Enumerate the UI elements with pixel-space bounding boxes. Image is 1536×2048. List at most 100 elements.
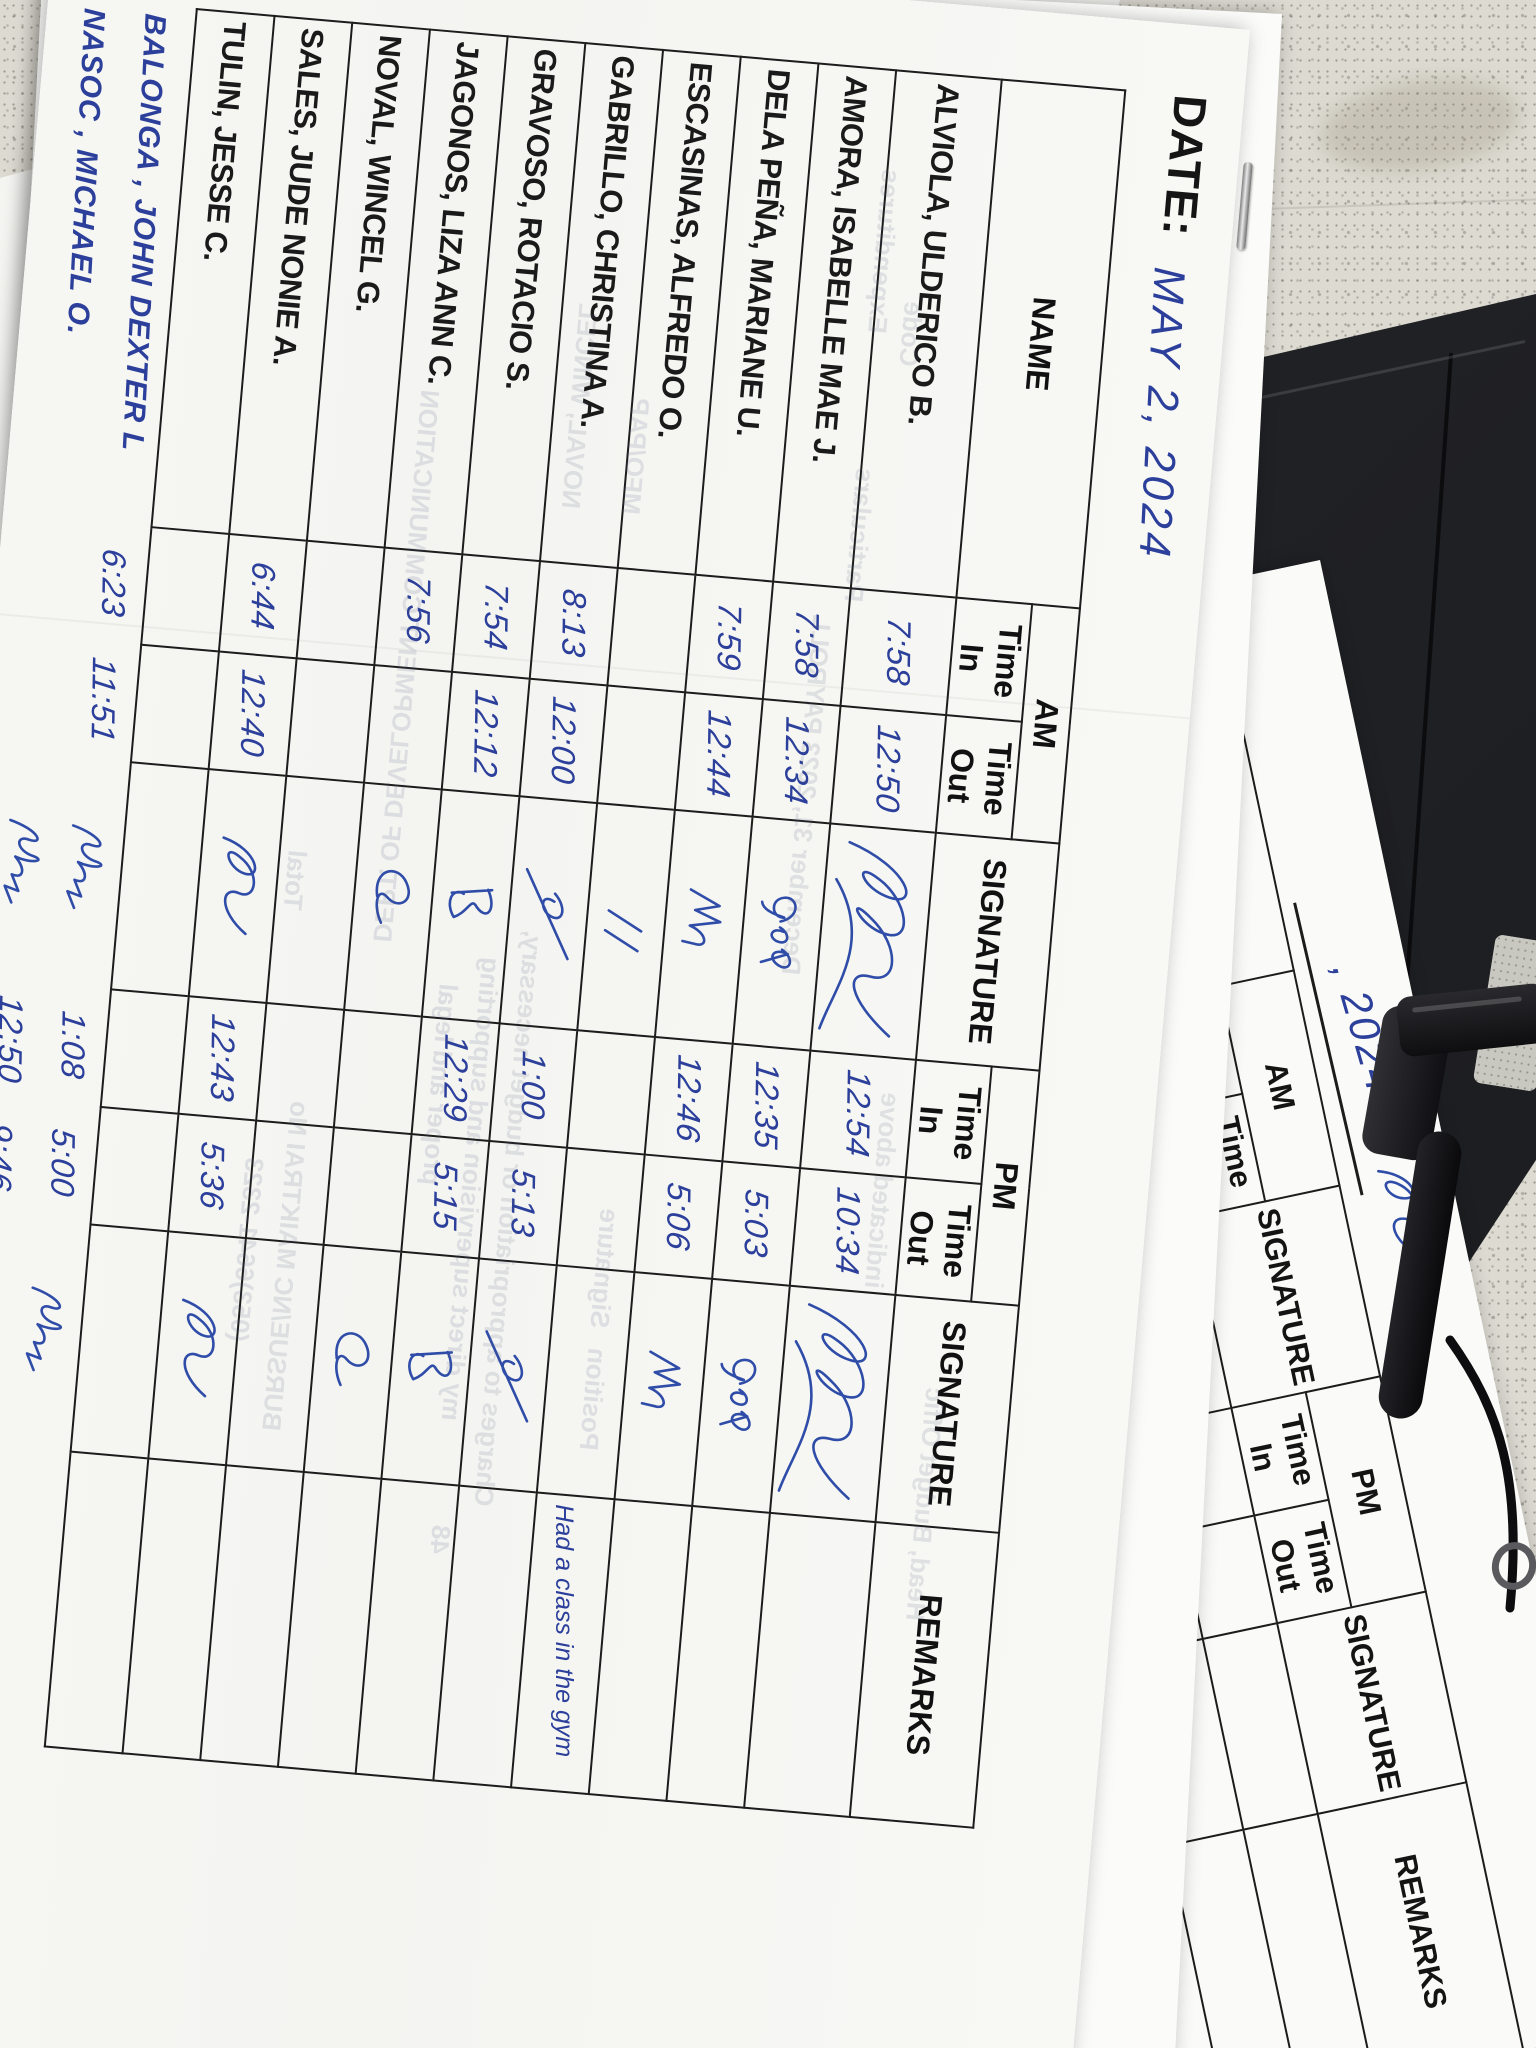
person-name: ALVIOLA, ULDERICO B. — [901, 82, 967, 427]
time-value: 12:12 — [466, 688, 506, 781]
am-time-out-cell — [286, 658, 375, 783]
signature-scribble — [603, 909, 643, 953]
pm-time-in-cell: 12:46 — [644, 1036, 733, 1162]
table-row: AMORA, ISABELLE MAE J. 7:58 12:34 12:35 5:03 — [666, 63, 897, 1808]
am-time-out-cell — [364, 665, 453, 790]
pm-time-out-cell: 5:06 — [634, 1154, 723, 1279]
signature-scribble — [719, 1358, 757, 1431]
am-time-out-cell: 11:51 — [67, 639, 141, 762]
time-value: 8:13 — [555, 586, 594, 660]
am-time-out-cell: 12:00 — [519, 678, 608, 804]
person-name: DELA PEÑA, MARIANE U. — [729, 67, 797, 439]
pm-time-out-cell — [90, 1106, 179, 1232]
time-value: 12:40 — [233, 667, 273, 760]
col-header-pm-time-in: Time In — [905, 1059, 992, 1184]
floor-stain — [1314, 66, 1526, 184]
attendance-sheet: DATE: MAY 2, 2024 NAME AM SIGNATURE PM S… — [0, 0, 1250, 2048]
time-value: 11:51 — [84, 655, 124, 746]
pm-time-out-cell — [323, 1127, 412, 1252]
signature-scribble — [26, 1286, 63, 1372]
pm-signature-cell — [459, 1258, 557, 1493]
am-signature-cell — [421, 789, 520, 1024]
pm-time-in-cell: 1:08 — [37, 984, 111, 1107]
time-value: 7:58 — [788, 607, 827, 681]
time-value: 6:23 — [95, 546, 134, 620]
am-time-in-cell — [141, 527, 230, 652]
handwritten-row: BALONGA , JOHN DEXTER L 6:23 11:51 1:08 5:00 — [0, 4, 197, 1747]
time-value: 5:00 — [44, 1126, 83, 1200]
pm-time-out-cell: 5:00 — [27, 1101, 101, 1224]
time-value: 5:06 — [659, 1180, 698, 1254]
signature-scribble — [681, 888, 722, 946]
col-header-remarks: REMARKS — [849, 1522, 1000, 1828]
table-row: SALES, JUDE NONIE A. 6:44 12:40 12:43 5:36 — [122, 15, 353, 1761]
pm-time-out-cell: 5:15 — [401, 1134, 490, 1259]
time-value: 5:36 — [193, 1139, 232, 1213]
col-header-signature-am: SIGNATURE — [915, 832, 1060, 1071]
am-signature-cell — [344, 782, 442, 1017]
am-time-out-cell — [597, 685, 686, 810]
table-row: JAGONOS, LIZA ANN C. 7:56 — [277, 29, 508, 1774]
pm-signature-cell — [148, 1231, 246, 1466]
time-value: 5:13 — [504, 1166, 543, 1240]
pm-signature-cell — [769, 1285, 896, 1523]
time-value: 10:34 — [829, 1185, 868, 1278]
am-signature-cell — [732, 816, 831, 1051]
time-value: 7:54 — [477, 580, 516, 653]
am-time-in-cell: 6:44 — [218, 533, 307, 659]
pm-time-out-cell: 5:13 — [478, 1140, 567, 1266]
am-time-out-cell — [130, 644, 219, 770]
time-value: 12:34 — [777, 715, 817, 808]
signature-scribble — [66, 824, 104, 910]
person-name: SALES, JUDE NONIE A. — [266, 26, 331, 368]
pm-signature-cell — [303, 1244, 402, 1479]
time-value: 7:56 — [399, 573, 438, 647]
am-time-out-cell: 12:34 — [752, 699, 841, 824]
table-row: GABRILLO, CHRISTINA A. 8:13 12:00 1:00 5:13 — [433, 43, 664, 1788]
person-name: GABRILLO, CHRISTINA A. — [573, 54, 642, 430]
am-time-out-cell: 12:40 — [208, 651, 297, 776]
date-label: DATE: — [1152, 92, 1218, 239]
pen-clip-curve — [1445, 1335, 1518, 1613]
time-value: 12:43 — [203, 1012, 243, 1105]
am-time-in-cell — [607, 567, 696, 693]
table-row: GRAVOSO, ROTACIO S. 7:54 12:12 12:29 5:15 — [355, 36, 586, 1781]
col-header-am-time-in: Time In — [946, 597, 1033, 722]
am-time-in-cell: 7:58 — [840, 588, 957, 716]
signature-scribble — [777, 1303, 868, 1500]
signature-scribble — [335, 1332, 370, 1387]
time-value: 12:44 — [700, 708, 739, 801]
signature-scribble — [408, 1350, 454, 1381]
am-time-in-cell: 7:59 — [685, 574, 774, 700]
am-time-in-cell: 7:58 — [762, 581, 851, 706]
am-signature-cell — [47, 757, 131, 990]
signature-scribble — [759, 896, 797, 969]
person-name: GRAVOSO, ROTACIO S. — [498, 47, 564, 392]
time-value: 12:35 — [747, 1059, 787, 1153]
pm-time-in-cell: 12:54 — [800, 1050, 916, 1178]
am-signature-cell — [577, 803, 675, 1037]
person-name: NASOC , MICHAEL O. — [60, 7, 111, 337]
time-value: 12:50 — [869, 723, 908, 816]
person-name: ESCASINAS, ALFREDO O. — [651, 60, 720, 441]
signature-scribble — [485, 1330, 529, 1423]
signature-scribble — [818, 840, 908, 1038]
date-handwritten-value: MAY 2, 2024 — [1129, 265, 1194, 562]
am-signature-cell — [188, 769, 287, 1003]
time-value: 12:46 — [669, 1053, 709, 1146]
am-time-out-cell: 12:12 — [441, 671, 530, 797]
time-value: 12:29 — [436, 1032, 476, 1125]
signature-scribble — [448, 888, 494, 919]
signature-scribble — [222, 836, 257, 936]
pm-time-in-cell — [333, 1009, 422, 1135]
table-row: DELA PEÑA, MARIANE U. 7:59 12:44 12:46 5:06 — [588, 56, 819, 1801]
am-time-in-cell: 7:56 — [374, 547, 463, 672]
pm-time-out-cell: 5:03 — [712, 1161, 801, 1286]
handwritten-row: NASOC , MICHAEL O. 12:50 9:46 — [0, 0, 133, 1741]
col-header-signature-pm: SIGNATURE — [875, 1294, 1019, 1533]
table-row: ALVIOLA, ULDERICO B. 7:58 12:50 12:54 10:34 — [744, 70, 1002, 1817]
am-signature-cell — [499, 796, 598, 1031]
time-value: 7:58 — [879, 615, 919, 689]
time-value: 9:46 — [0, 1121, 20, 1194]
